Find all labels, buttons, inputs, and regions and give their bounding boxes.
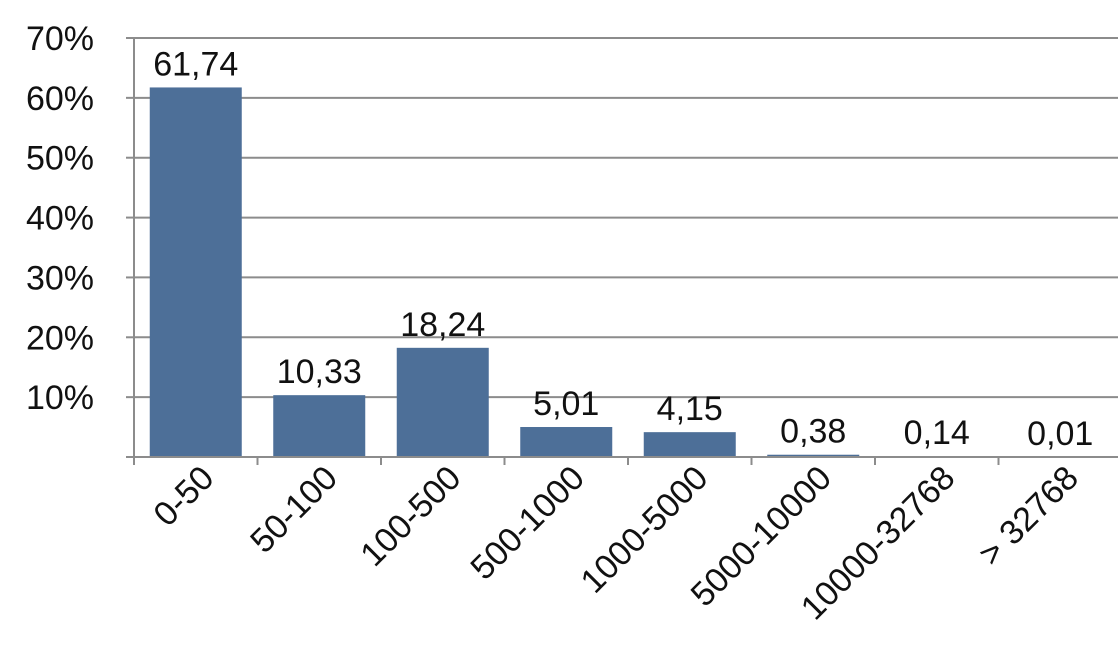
bar [520,427,613,456]
axes [126,37,1118,465]
y-tick-label: 20% [26,319,94,357]
x-tick-label: > 32768 [971,459,1085,573]
y-tick-label: 10% [26,379,94,417]
y-tick-label: 70% [26,20,94,58]
gridlines [134,37,1118,399]
bar [767,454,860,456]
x-tick-label: 100-500 [353,459,468,574]
data-label: 0,38 [780,413,846,451]
bar [396,347,489,456]
data-label: 0,14 [904,414,970,452]
y-tick-labels: 10% 20% 30% 40% 50% 60% 70% [26,20,94,417]
bar [643,432,736,456]
data-label: 10,33 [277,353,362,391]
y-tick-label: 30% [26,259,94,297]
data-label: 0,01 [1027,415,1093,453]
y-tick-label: 50% [26,140,94,178]
x-tick-label: 500-1000 [463,459,591,587]
bars [149,87,860,456]
data-label: 5,01 [533,385,599,423]
y-tick-label: 60% [26,80,94,118]
x-tick-labels: 0-50 50-100 100-500500-10001000-50005000-1… [146,459,1085,628]
bar [149,87,242,456]
x-tick-label: 0-50 [146,459,221,534]
x-tick-label: 50-100 [243,459,345,561]
data-label: 4,15 [657,390,723,428]
data-label: 18,24 [400,306,485,344]
bar [273,395,366,456]
data-labels: 61,74 10,33 18,24 5,01 4,15 0,38 0,14 0,01 [153,45,1093,452]
data-label: 61,74 [153,45,238,83]
y-tick-label: 40% [26,200,94,238]
